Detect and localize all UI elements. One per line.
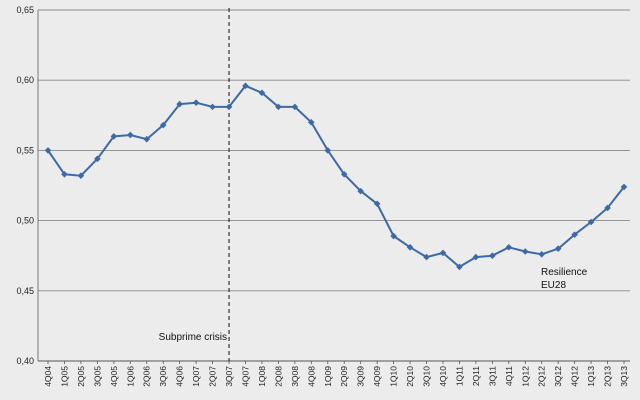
data-point-marker <box>505 243 513 251</box>
data-point-marker <box>176 100 183 108</box>
data-point-marker <box>209 103 216 111</box>
x-tick-label: 4Q08 <box>306 366 316 387</box>
y-tick-label: 0,45 <box>16 286 34 296</box>
x-tick-label: 1Q05 <box>59 366 69 387</box>
x-tick-label: 3Q08 <box>290 366 300 387</box>
label-layer: Resilience EU28 <box>541 267 588 291</box>
x-tick-label: 2Q11 <box>471 366 481 386</box>
data-point-marker <box>439 249 447 257</box>
data-point-marker <box>308 119 315 126</box>
data-point-marker <box>620 183 628 191</box>
data-point-marker <box>423 253 430 261</box>
y-tick-label: 0,40 <box>16 356 34 366</box>
x-tick-label: 1Q06 <box>125 366 135 387</box>
data-point-marker <box>357 187 364 195</box>
x-tick-label: 4Q10 <box>438 366 448 387</box>
event-annotation-label: Subprime crisis <box>159 332 227 343</box>
x-tick-label: 3Q11 <box>487 366 497 386</box>
x-tick-label: 2Q05 <box>76 366 86 387</box>
data-point-marker <box>571 231 578 238</box>
x-tick-label: 3Q12 <box>553 366 563 387</box>
x-tick-label: 2Q09 <box>339 366 349 387</box>
x-tick-label: 2Q12 <box>537 366 547 387</box>
x-tick-label: 2Q13 <box>603 366 613 387</box>
data-point-marker <box>44 147 52 154</box>
data-point-marker <box>275 103 282 111</box>
x-tick-label: 4Q05 <box>109 366 119 387</box>
series-layer <box>44 82 628 271</box>
x-tick-label: 3Q09 <box>356 366 366 387</box>
x-tick-label: 4Q07 <box>240 366 250 387</box>
x-tick-label: 3Q06 <box>158 366 168 387</box>
x-tick-label: 3Q13 <box>619 366 629 387</box>
data-point-marker <box>406 243 414 251</box>
data-point-marker <box>126 131 134 139</box>
y-tick-label: 0,50 <box>16 216 34 226</box>
x-tick-label: 2Q07 <box>208 366 218 387</box>
data-point-marker <box>324 147 332 154</box>
data-point-marker <box>258 89 266 97</box>
x-tick-label: 1Q09 <box>323 366 333 387</box>
x-tick-label: 2Q08 <box>273 366 283 387</box>
data-point-marker <box>456 263 463 271</box>
data-point-marker <box>192 99 200 106</box>
data-point-marker <box>538 250 546 258</box>
x-tick-label: 1Q07 <box>191 366 201 387</box>
data-point-marker <box>587 218 595 226</box>
series-label-line1: Resilience <box>541 267 588 278</box>
y-tick-label: 0,60 <box>16 75 34 85</box>
data-point-marker <box>61 170 68 178</box>
x-tick-label: 2Q10 <box>405 366 415 387</box>
y-tick-label: 0,65 <box>16 5 34 15</box>
data-point-marker <box>291 103 299 111</box>
data-point-marker <box>94 155 101 163</box>
x-tick-label: 2Q06 <box>142 366 152 387</box>
x-tick-label: 3Q07 <box>224 366 234 387</box>
x-tick-label: 1Q13 <box>586 366 596 387</box>
x-tick-label: 4Q12 <box>570 366 580 387</box>
x-tick-label: 1Q10 <box>389 366 399 387</box>
data-point-marker <box>390 232 397 240</box>
y-axis: 0,40 0,45 0,50 0,55 0,60 0,65 <box>16 5 39 366</box>
data-point-marker <box>373 200 381 208</box>
series-label-line2: EU28 <box>541 280 566 291</box>
data-point-marker <box>77 172 85 179</box>
x-tick-label: 3Q05 <box>92 366 102 387</box>
data-point-marker <box>242 82 249 90</box>
x-tick-label: 4Q04 <box>43 366 53 387</box>
x-tick-label: 4Q09 <box>372 366 382 387</box>
data-point-marker <box>340 170 348 178</box>
data-point-marker <box>225 103 233 111</box>
data-point-marker <box>110 133 118 140</box>
x-tick-label: 1Q08 <box>257 366 267 387</box>
data-point-marker <box>143 135 151 143</box>
event-layer: Subprime crisis <box>159 8 230 361</box>
data-point-marker <box>604 204 611 212</box>
x-tick-label: 4Q06 <box>175 366 185 387</box>
series-line <box>47 84 625 268</box>
data-point-marker <box>472 253 480 261</box>
grid-layer <box>38 9 630 362</box>
data-point-marker <box>554 245 562 252</box>
x-tick-label: 1Q12 <box>520 366 530 387</box>
y-tick-label: 0,55 <box>16 145 34 155</box>
data-point-marker <box>159 121 167 129</box>
data-point-marker <box>521 248 529 255</box>
data-point-marker <box>489 252 496 259</box>
x-tick-label: 1Q11 <box>454 366 464 386</box>
x-axis: 4Q04 1Q05 2Q05 3Q05 4Q05 1Q06 2Q06 3Q06 4Q06 1Q07… <box>38 360 630 387</box>
x-tick-label: 3Q10 <box>422 366 432 387</box>
x-tick-label: 4Q11 <box>504 366 514 386</box>
